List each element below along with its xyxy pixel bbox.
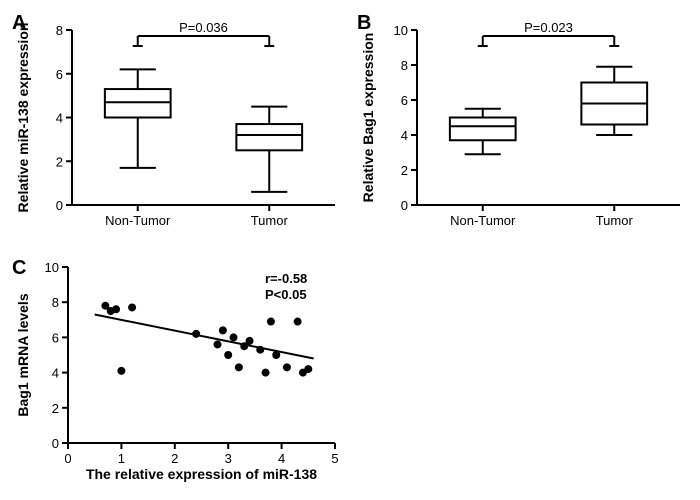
figure-grid: A 0 2 4 6 8 Relative miR-138 expression Non-Tu… bbox=[10, 10, 690, 490]
svg-text:P=0.036: P=0.036 bbox=[179, 20, 228, 35]
svg-text:5: 5 bbox=[331, 451, 338, 466]
svg-text:Non-Tumor: Non-Tumor bbox=[105, 213, 171, 228]
svg-text:r=-0.58: r=-0.58 bbox=[265, 271, 307, 286]
svg-text:Tumor: Tumor bbox=[251, 213, 289, 228]
svg-text:2: 2 bbox=[171, 451, 178, 466]
svg-text:4: 4 bbox=[401, 128, 408, 143]
svg-text:0: 0 bbox=[56, 198, 63, 213]
svg-text:2: 2 bbox=[52, 401, 59, 416]
svg-text:Bag1 mRNA levels: Bag1 mRNA levels bbox=[15, 293, 31, 416]
svg-text:P<0.05: P<0.05 bbox=[265, 287, 307, 302]
panel-b: B 0 2 4 6 8 10 Relative Bag1 expression Non-Tum… bbox=[355, 10, 690, 245]
svg-text:0: 0 bbox=[52, 436, 59, 451]
svg-text:8: 8 bbox=[401, 58, 408, 73]
panel-a-label: A bbox=[12, 12, 26, 35]
svg-text:8: 8 bbox=[56, 23, 63, 38]
svg-text:3: 3 bbox=[225, 451, 232, 466]
panel-b-label: B bbox=[357, 12, 371, 35]
panel-c: C 0 2 4 6 8 10 0 1 2 3 4 5 Bag1 mRNA levels The relat… bbox=[10, 255, 345, 490]
svg-text:10: 10 bbox=[394, 23, 408, 38]
svg-text:0: 0 bbox=[64, 451, 71, 466]
svg-text:2: 2 bbox=[56, 154, 63, 169]
svg-text:6: 6 bbox=[56, 67, 63, 82]
svg-text:1: 1 bbox=[118, 451, 125, 466]
svg-text:The relative expression of miR: The relative expression of miR-138 bbox=[86, 466, 317, 482]
svg-text:Tumor: Tumor bbox=[596, 213, 634, 228]
panel-b-svg: 0 2 4 6 8 10 Relative Bag1 expression Non-Tumor… bbox=[355, 10, 690, 240]
svg-text:Relative Bag1 expression: Relative Bag1 expression bbox=[360, 33, 376, 203]
svg-text:4: 4 bbox=[52, 366, 59, 381]
svg-text:P=0.023: P=0.023 bbox=[524, 20, 573, 35]
svg-text:2: 2 bbox=[401, 163, 408, 178]
svg-text:Non-Tumor: Non-Tumor bbox=[450, 213, 516, 228]
panel-a-svg: 0 2 4 6 8 Relative miR-138 expression Non-Tumo… bbox=[10, 10, 345, 240]
panel-a: A 0 2 4 6 8 Relative miR-138 expression Non-Tu… bbox=[10, 10, 345, 245]
svg-text:6: 6 bbox=[401, 93, 408, 108]
panel-c-label: C bbox=[12, 257, 26, 280]
svg-text:10: 10 bbox=[45, 260, 59, 275]
svg-text:8: 8 bbox=[52, 295, 59, 310]
svg-text:0: 0 bbox=[401, 198, 408, 213]
svg-text:4: 4 bbox=[56, 111, 63, 126]
svg-text:4: 4 bbox=[278, 451, 285, 466]
svg-text:Relative miR-138 expression: Relative miR-138 expression bbox=[15, 23, 31, 213]
panel-c-svg: 0 2 4 6 8 10 0 1 2 3 4 5 Bag1 mRNA levels The relativ… bbox=[10, 255, 345, 485]
svg-text:6: 6 bbox=[52, 330, 59, 345]
